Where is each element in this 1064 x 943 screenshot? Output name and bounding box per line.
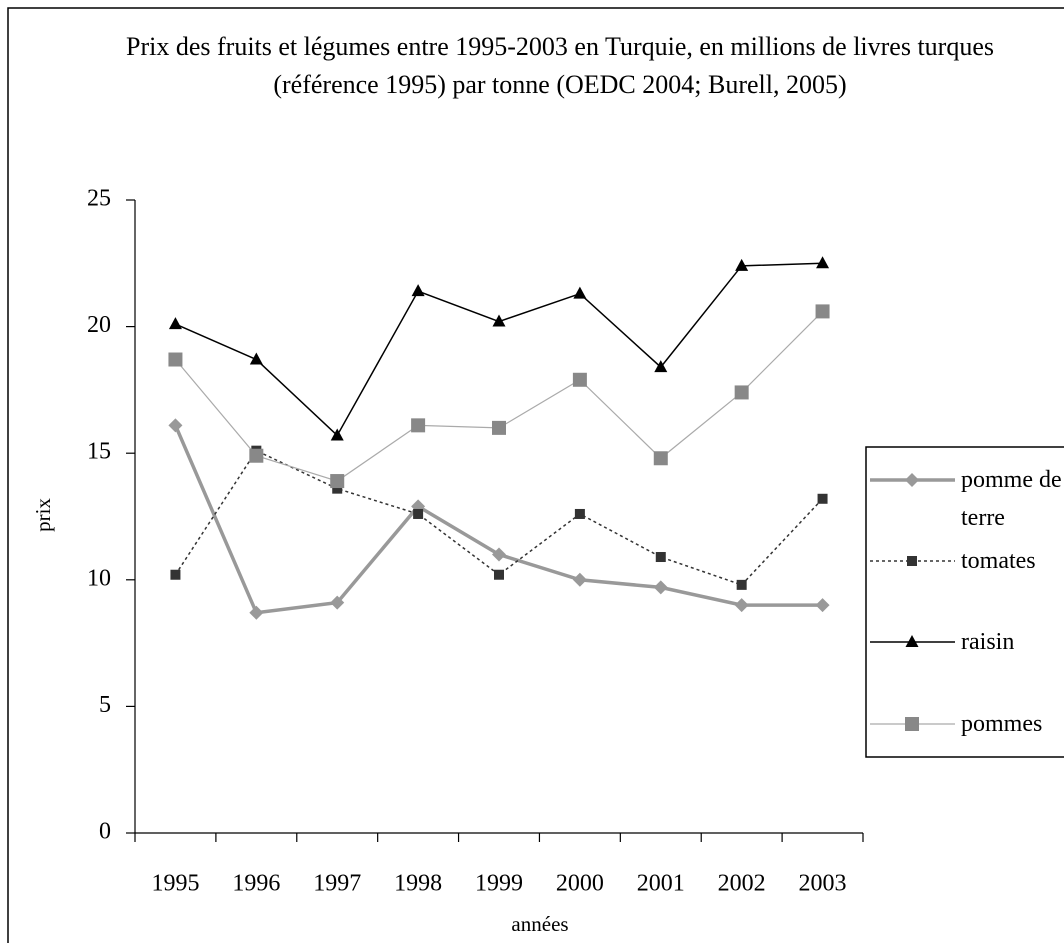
- y-tick-label: 25: [87, 186, 111, 212]
- x-tick-label: 2003: [799, 871, 847, 897]
- legend-marker: [905, 473, 919, 487]
- point: [492, 420, 506, 435]
- point: [168, 317, 182, 330]
- point: [249, 605, 264, 620]
- y-tick-label: 10: [87, 565, 111, 591]
- x-tick-label: 2002: [718, 871, 766, 897]
- point: [734, 385, 749, 400]
- point: [653, 451, 668, 466]
- point: [734, 598, 749, 613]
- point: [332, 483, 343, 494]
- y-axis-label: prix: [31, 498, 55, 532]
- point: [815, 304, 830, 319]
- x-axis-label: années: [511, 912, 568, 936]
- legend-label: pommes: [961, 711, 1043, 737]
- legend-label: raisin: [961, 629, 1015, 655]
- x-tick-label: 1999: [475, 871, 523, 897]
- point: [574, 508, 585, 519]
- series-line: [174, 449, 824, 586]
- y-tick-label: 0: [99, 819, 111, 845]
- legend-label-box: tomates: [961, 548, 1036, 574]
- legend-marker: [905, 635, 919, 647]
- point: [170, 569, 181, 580]
- y-tick-label: 15: [87, 439, 111, 465]
- legend-marker: [907, 556, 917, 566]
- x-tick-label: 2001: [637, 871, 685, 897]
- point: [330, 595, 345, 610]
- legend-label-box: raisin: [961, 629, 1015, 655]
- point: [817, 493, 828, 504]
- chart-title: Prix des fruits et légumes entre 1995-20…: [126, 32, 994, 99]
- point: [330, 474, 345, 489]
- point: [168, 352, 183, 367]
- point: [573, 286, 587, 299]
- legend-label: tomates: [961, 548, 1036, 574]
- legend-marker: [905, 717, 919, 731]
- y-tick-label: 5: [99, 692, 111, 718]
- title-box: Prix des fruits et légumes entre 1995-20…: [126, 32, 994, 99]
- point: [572, 372, 587, 387]
- point: [492, 547, 506, 562]
- point: [413, 508, 424, 519]
- point: [655, 552, 666, 563]
- x-tick-label: 1996: [232, 871, 280, 897]
- legend-box: [865, 446, 1064, 758]
- point: [330, 428, 344, 441]
- point: [572, 572, 587, 587]
- point: [494, 569, 504, 580]
- x-tick-label: 2000: [556, 871, 604, 897]
- point: [411, 418, 426, 433]
- point: [735, 258, 749, 271]
- point: [492, 314, 506, 327]
- point: [168, 418, 183, 433]
- legend-label-box: pomme de terre: [961, 467, 1062, 531]
- point: [249, 352, 263, 365]
- point: [411, 284, 425, 297]
- x-tick-label: 1997: [313, 871, 361, 897]
- point: [249, 448, 264, 463]
- x-tick-label: 1998: [394, 871, 442, 897]
- point: [816, 256, 830, 269]
- legend-label: pomme de terre: [961, 467, 1062, 531]
- point: [815, 598, 830, 613]
- point: [653, 580, 668, 595]
- x-tick-label: 1995: [151, 871, 199, 897]
- point: [736, 579, 747, 590]
- point: [654, 360, 668, 373]
- legend-label-box: pommes: [961, 711, 1043, 737]
- y-tick-label: 20: [87, 312, 111, 338]
